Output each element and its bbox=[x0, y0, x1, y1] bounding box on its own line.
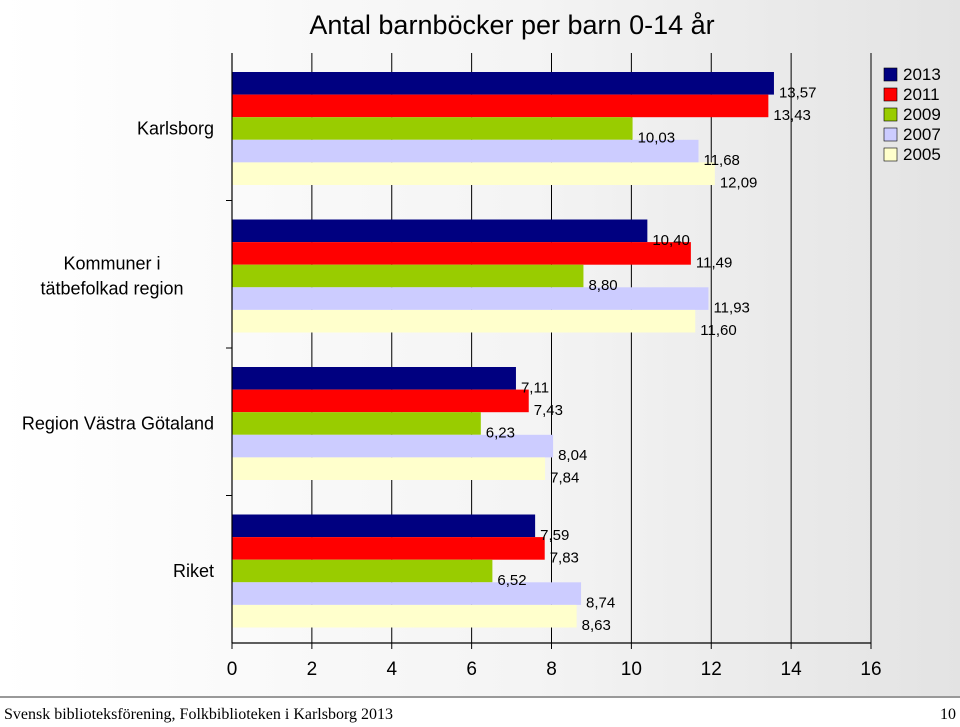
data-label: 11,68 bbox=[703, 152, 739, 169]
data-label: 8,63 bbox=[582, 617, 611, 634]
bar bbox=[232, 604, 577, 628]
data-label: 7,59 bbox=[540, 527, 569, 544]
bar bbox=[232, 139, 699, 163]
category-labels: Karlsborg Kommuner i tätbefolkad region Reg… bbox=[22, 119, 214, 582]
legend-swatch bbox=[883, 147, 898, 162]
x-tick-label: 12 bbox=[701, 659, 722, 680]
data-label: 11,49 bbox=[696, 254, 732, 271]
bar bbox=[232, 514, 536, 538]
bar bbox=[232, 94, 769, 118]
data-label: 8,04 bbox=[558, 447, 587, 464]
category-label: Kommuner i tätbefolkad region bbox=[40, 254, 183, 299]
category-label: Region Västra Götaland bbox=[22, 414, 214, 434]
x-tick-label: 6 bbox=[466, 659, 477, 680]
x-tick-label: 0 bbox=[227, 659, 238, 680]
bar bbox=[232, 162, 715, 185]
axes bbox=[226, 53, 872, 649]
chart-title: Antal barnböcker per barn 0-14 år bbox=[309, 10, 715, 40]
data-label: 7,11 bbox=[521, 379, 549, 396]
bar bbox=[232, 287, 709, 310]
bar bbox=[232, 367, 516, 390]
bar bbox=[232, 389, 529, 413]
data-label: 10,03 bbox=[638, 130, 676, 147]
bar bbox=[232, 309, 696, 333]
page-number: 10 bbox=[940, 706, 956, 723]
data-labels: 13,57 13,43 10,03 11,68 12,09 10,40 11,49 8,80 1… bbox=[486, 84, 817, 634]
x-tick-label: 14 bbox=[781, 659, 803, 680]
bar bbox=[232, 72, 774, 95]
legend-swatch bbox=[883, 87, 898, 102]
footer-source: Svensk biblioteksförening, Folkbibliotek… bbox=[4, 706, 394, 723]
bar bbox=[232, 117, 633, 140]
x-tick-labels: 0 2 4 6 8 10 12 14 16 bbox=[227, 659, 882, 680]
legend-swatch bbox=[883, 127, 898, 142]
legend-label: 2011 bbox=[903, 85, 940, 104]
data-label: 11,93 bbox=[713, 300, 749, 317]
data-label: 7,83 bbox=[550, 549, 579, 566]
x-tick-label: 16 bbox=[860, 659, 881, 680]
bar-chart: 13,57 13,43 10,03 11,68 12,09 10,40 11,49 8,80 1… bbox=[22, 53, 941, 680]
bar bbox=[232, 559, 493, 583]
category-label: Riket bbox=[173, 561, 214, 581]
category-label: Karlsborg bbox=[137, 119, 214, 139]
legend-label: 2009 bbox=[903, 105, 941, 124]
x-tick-label: 8 bbox=[546, 659, 557, 680]
legend-label: 2005 bbox=[903, 145, 941, 164]
data-label: 7,43 bbox=[534, 402, 563, 419]
data-label: 13,57 bbox=[779, 84, 817, 101]
bar bbox=[232, 457, 546, 480]
bar bbox=[232, 412, 481, 435]
bar bbox=[232, 434, 554, 458]
data-label: 11,60 bbox=[700, 322, 736, 339]
bar bbox=[232, 242, 691, 265]
bar bbox=[232, 219, 648, 243]
data-label: 13,43 bbox=[773, 107, 811, 124]
bars bbox=[232, 72, 774, 628]
data-label: 6,23 bbox=[486, 425, 515, 442]
legend-label: 2007 bbox=[903, 125, 941, 144]
data-label: 12,09 bbox=[720, 175, 758, 192]
bar bbox=[232, 537, 545, 560]
data-label: 7,84 bbox=[550, 470, 579, 487]
bar bbox=[232, 582, 582, 605]
legend-swatch bbox=[883, 67, 898, 82]
legend-swatch bbox=[883, 107, 898, 122]
x-tick-label: 4 bbox=[386, 659, 397, 680]
x-tick-label: 10 bbox=[621, 659, 642, 680]
data-label: 6,52 bbox=[497, 572, 526, 589]
data-label: 8,80 bbox=[588, 277, 617, 294]
footer: Svensk biblioteksförening, Folkbibliotek… bbox=[0, 696, 960, 727]
data-label: 8,74 bbox=[586, 595, 615, 612]
x-tick-label: 2 bbox=[307, 659, 318, 680]
bar bbox=[232, 264, 584, 288]
legend-label: 2013 bbox=[903, 65, 941, 84]
data-label: 10,40 bbox=[652, 232, 690, 249]
